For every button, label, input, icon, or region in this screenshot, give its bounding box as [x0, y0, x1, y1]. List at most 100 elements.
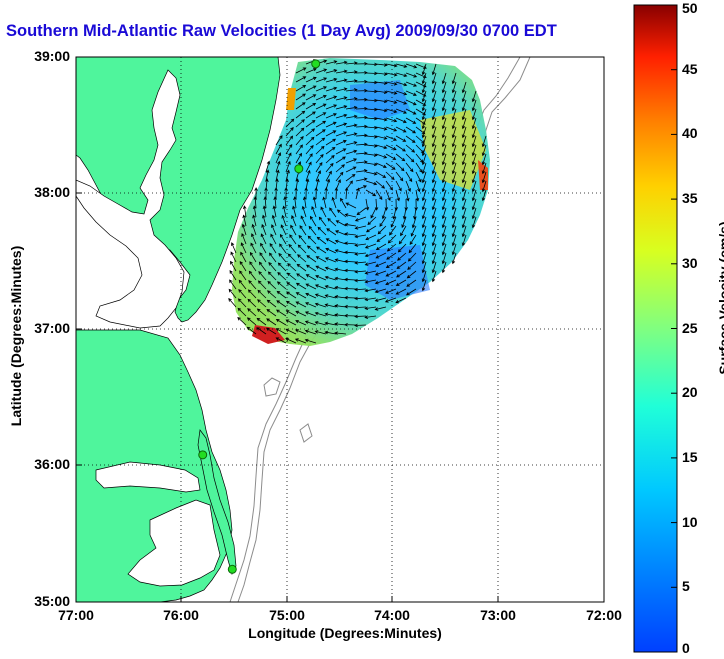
velocity-arrow: [315, 112, 327, 119]
velocity-arrow: [258, 261, 267, 272]
velocity-arrow: [398, 234, 407, 245]
velocity-arrow: [285, 135, 294, 146]
velocity-arrow: [451, 90, 457, 103]
velocity-arrow: [282, 205, 287, 218]
velocity-arrow: [325, 104, 338, 110]
velocity-arrow: [295, 144, 303, 155]
velocity-arrow: [481, 171, 487, 184]
velocity-arrow: [305, 102, 317, 110]
velocity-arrow: [240, 251, 247, 263]
velocity-arrow: [364, 297, 377, 302]
velocity-arrow: [397, 243, 407, 253]
velocity-arrow: [441, 243, 447, 256]
velocity-arrow: [375, 72, 388, 76]
velocity-arrow: [385, 180, 393, 191]
velocity-arrow: [294, 338, 307, 344]
velocity-arrow: [355, 88, 368, 93]
velocity-arrow: [305, 169, 311, 182]
velocity-arrow: [344, 250, 357, 255]
velocity-arrow: [297, 254, 307, 263]
velocity-arrow: [354, 323, 367, 328]
velocity-arrow: [395, 162, 405, 172]
velocity-arrow: [267, 280, 277, 290]
station-markers: [198, 59, 321, 574]
velocity-arrow: [375, 135, 388, 140]
velocity-arrow: [305, 128, 316, 137]
velocity-arrow: [315, 94, 327, 101]
colorbar-tick-label: 15: [682, 448, 698, 465]
velocity-arrow: [385, 117, 398, 123]
velocity-arrow: [441, 99, 447, 112]
velocity-arrow: [257, 299, 267, 308]
velocity-arrow: [471, 180, 477, 193]
x-tick-label: 72:00: [586, 607, 622, 623]
velocity-arrow: [291, 215, 297, 227]
velocity-arrow: [251, 233, 257, 245]
velocity-arrow: [336, 209, 347, 218]
velocity-arrow: [481, 180, 487, 193]
velocity-arrow: [304, 311, 317, 317]
velocity-arrow: [395, 81, 408, 87]
velocity-arrow: [355, 142, 368, 147]
velocity-arrow: [246, 317, 257, 326]
velocity-arrow: [405, 90, 417, 96]
velocity-arrow: [315, 129, 326, 137]
velocity-arrow: [421, 117, 427, 130]
velocity-arrow: [325, 170, 332, 182]
velocity-arrow: [266, 299, 277, 308]
velocity-arrow: [407, 261, 417, 270]
station-marker: [311, 59, 321, 69]
velocity-arrow: [345, 173, 356, 182]
velocity-hotspot: [365, 245, 430, 300]
velocity-arrow: [461, 81, 467, 94]
velocity-arrow: [295, 319, 307, 326]
velocity-arrow: [335, 156, 346, 164]
velocity-arrow: [324, 266, 337, 272]
velocity-arrow: [441, 117, 447, 130]
velocity-arrow: [305, 94, 317, 101]
velocity-arrow: [451, 99, 457, 112]
velocity-arrow: [298, 234, 307, 245]
velocity-arrow: [267, 271, 277, 281]
velocity-arrow: [344, 213, 357, 218]
velocity-arrow: [415, 162, 423, 173]
velocity-arrow: [325, 130, 337, 137]
velocity-arrow: [345, 158, 358, 164]
velocity-arrow: [405, 135, 416, 143]
velocity-arrow: [285, 127, 294, 137]
velocity-arrow: [306, 245, 317, 254]
velocity-arrow: [451, 189, 457, 202]
colorbar-label: Surface Velocity (cm/s): [716, 221, 724, 375]
velocity-arrow: [275, 318, 287, 326]
velocity-arrow: [334, 322, 347, 326]
velocity-arrow: [385, 261, 397, 268]
velocity-arrow: [315, 120, 327, 128]
velocity-arrow: [302, 196, 307, 209]
velocity-arrow: [365, 80, 378, 85]
y-tick-label: 37:00: [34, 320, 70, 336]
velocity-arrow: [262, 205, 267, 218]
velocity-arrow: [364, 261, 377, 266]
velocity-arrow: [421, 108, 427, 121]
velocity-arrow: [256, 327, 267, 335]
velocity-arrow: [441, 225, 447, 238]
velocity-arrow: [441, 135, 447, 148]
velocity-arrow: [406, 279, 417, 287]
velocity-arrow: [365, 189, 377, 197]
velocity-arrow: [441, 162, 447, 175]
velocity-arrow: [471, 189, 477, 202]
velocity-arrow: [335, 139, 347, 146]
velocity-arrow: [237, 298, 247, 308]
velocity-arrow: [365, 225, 377, 233]
velocity-arrow: [266, 309, 277, 317]
velocity-arrow: [335, 164, 345, 173]
velocity-arrow: [381, 207, 387, 220]
velocity-arrow: [385, 72, 398, 77]
velocity-arrow: [265, 169, 270, 182]
velocity-arrow: [395, 288, 407, 295]
velocity-arrow: [315, 162, 323, 173]
x-tick-label: 75:00: [269, 607, 305, 623]
velocity-arrow: [375, 243, 387, 251]
velocity-arrow: [471, 216, 477, 229]
velocity-arrow: [265, 160, 271, 173]
